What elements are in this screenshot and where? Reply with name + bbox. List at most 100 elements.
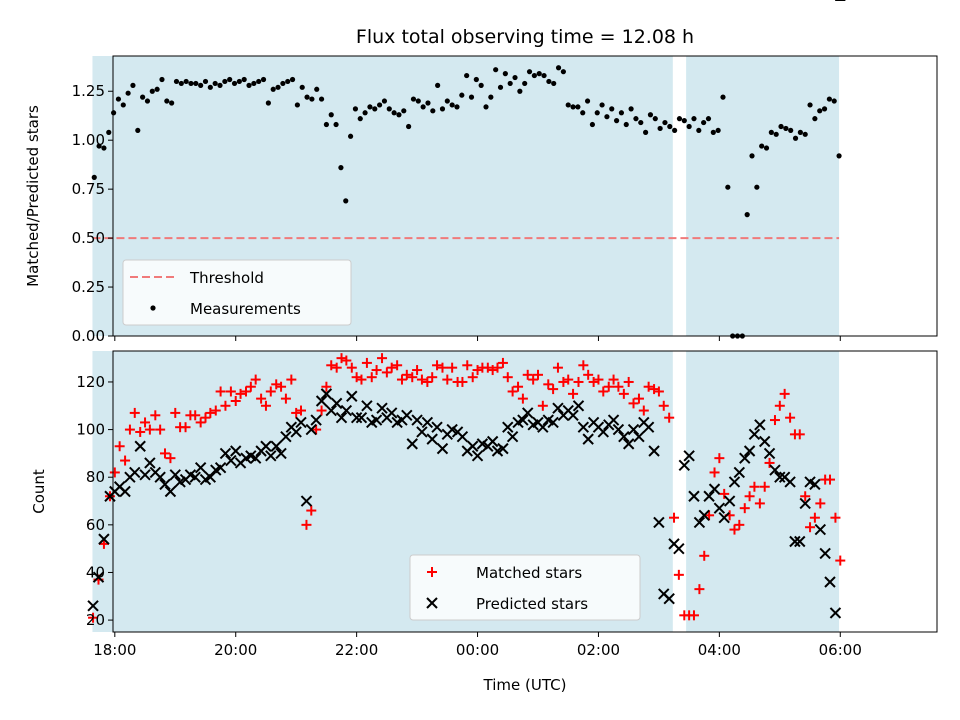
matched-star-point bbox=[326, 360, 337, 371]
matched-star-point bbox=[603, 381, 614, 392]
measurement-point bbox=[246, 82, 252, 88]
matched-star-point bbox=[241, 386, 252, 397]
predicted-star-point bbox=[169, 469, 181, 481]
measurement-point bbox=[628, 106, 634, 112]
measurement-point bbox=[367, 104, 373, 110]
matched-star-point bbox=[165, 453, 176, 464]
measurement-point bbox=[807, 102, 813, 108]
predicted-star-point bbox=[582, 433, 594, 445]
matched-star-point bbox=[548, 384, 559, 395]
matched-star-point bbox=[155, 424, 166, 435]
predicted-star-point bbox=[385, 407, 398, 419]
matched-star-point bbox=[502, 372, 513, 383]
matched-star-point bbox=[412, 365, 423, 376]
measurement-point bbox=[372, 106, 378, 112]
predicted-star-point bbox=[346, 390, 358, 402]
measurement-point bbox=[662, 119, 668, 126]
matched-star-point bbox=[749, 481, 760, 492]
measurement-point bbox=[406, 123, 412, 130]
x-tick-label: 04:00 bbox=[698, 641, 741, 659]
measurement-point bbox=[381, 98, 388, 104]
predicted-star-point bbox=[471, 450, 484, 462]
predicted-star-point bbox=[688, 490, 700, 502]
matched-star-point bbox=[532, 369, 543, 380]
measurement-point bbox=[217, 82, 223, 88]
measurement-point bbox=[188, 80, 194, 87]
matched-star-point bbox=[800, 491, 811, 502]
matched-star-point bbox=[331, 362, 342, 373]
measurement-point bbox=[401, 108, 407, 114]
predicted-star-point bbox=[225, 454, 237, 467]
matched-star-point bbox=[442, 374, 453, 385]
measurement-point bbox=[193, 80, 199, 87]
matched-star-point bbox=[386, 362, 397, 373]
measurement-point bbox=[309, 96, 315, 102]
matched-star-point bbox=[366, 372, 377, 383]
predicted-star-point bbox=[310, 414, 322, 426]
y-tick-label: 1.25 bbox=[72, 82, 105, 100]
counts-legend: Matched stars Predicted stars bbox=[409, 554, 641, 621]
predicted-star-point bbox=[618, 431, 630, 443]
predicted-star-point bbox=[718, 511, 730, 524]
predicted-star-point bbox=[361, 400, 373, 412]
measurement-point bbox=[154, 86, 160, 92]
y-tick-label: 120 bbox=[76, 373, 105, 391]
measurement-point bbox=[710, 129, 716, 135]
matched-star-point bbox=[129, 407, 140, 418]
predicted-star-point bbox=[663, 592, 675, 605]
measurement-point bbox=[275, 84, 281, 90]
matched-star-point bbox=[809, 512, 820, 523]
matched-star-point bbox=[457, 376, 468, 387]
measurement-point bbox=[164, 98, 170, 104]
predicted-star-point bbox=[547, 416, 559, 429]
matched-star-point bbox=[764, 457, 775, 468]
matched-star-point bbox=[265, 386, 276, 397]
legend-threshold-label: Threshold bbox=[189, 269, 264, 287]
matched-star-point bbox=[543, 379, 554, 390]
observing-window bbox=[686, 351, 840, 632]
measurement-point bbox=[720, 94, 726, 100]
measurement-point bbox=[478, 82, 484, 88]
measurement-point bbox=[560, 69, 566, 75]
measurement-point bbox=[657, 125, 663, 132]
y-tick-label: 1.00 bbox=[72, 131, 105, 149]
matched-star-point bbox=[669, 512, 680, 523]
predicted-star-point bbox=[789, 535, 801, 548]
y-tick-label: 0.00 bbox=[72, 327, 105, 345]
ratio-panel: 0.00 0.25 0.50 0.75 1.00 1.25 Matched/Predict… bbox=[24, 55, 938, 345]
predicted-star-point bbox=[456, 431, 469, 443]
measurement-point bbox=[241, 76, 247, 83]
matched-star-point bbox=[734, 519, 745, 530]
predicted-star-point bbox=[814, 523, 827, 536]
matched-star-point bbox=[276, 381, 287, 392]
measurement-point bbox=[111, 110, 117, 116]
matched-star-point bbox=[628, 398, 639, 409]
measurement-point bbox=[681, 118, 687, 124]
matched-star-point bbox=[140, 417, 151, 428]
matched-star-point bbox=[311, 424, 322, 435]
measurement-point bbox=[817, 108, 823, 114]
predicted-star-point bbox=[733, 466, 746, 479]
matched-star-point bbox=[260, 400, 271, 411]
measurement-point bbox=[792, 135, 799, 141]
predicted-star-point bbox=[98, 533, 110, 545]
predicted-star-point bbox=[612, 423, 625, 436]
predicted-star-point bbox=[376, 402, 388, 414]
predicted-star-point bbox=[597, 426, 609, 438]
matched-star-point bbox=[815, 498, 826, 509]
measurement-point bbox=[222, 78, 228, 85]
predicted-star-point bbox=[577, 421, 590, 433]
x-tick-label: 00:00 bbox=[456, 641, 499, 659]
counts-y-axis-label: Count bbox=[30, 469, 48, 514]
predicted-star-point bbox=[290, 426, 302, 438]
measurement-point bbox=[256, 78, 262, 85]
legend-measurements-swatch bbox=[150, 305, 156, 311]
predicted-star-point bbox=[728, 476, 741, 488]
matched-star-point bbox=[673, 569, 684, 580]
measurement-point bbox=[754, 184, 760, 190]
measurement-point bbox=[101, 145, 107, 151]
measurement-point bbox=[251, 80, 257, 87]
matched-star-point bbox=[835, 555, 846, 566]
matched-star-point bbox=[517, 393, 528, 404]
matched-star-point bbox=[779, 388, 790, 399]
